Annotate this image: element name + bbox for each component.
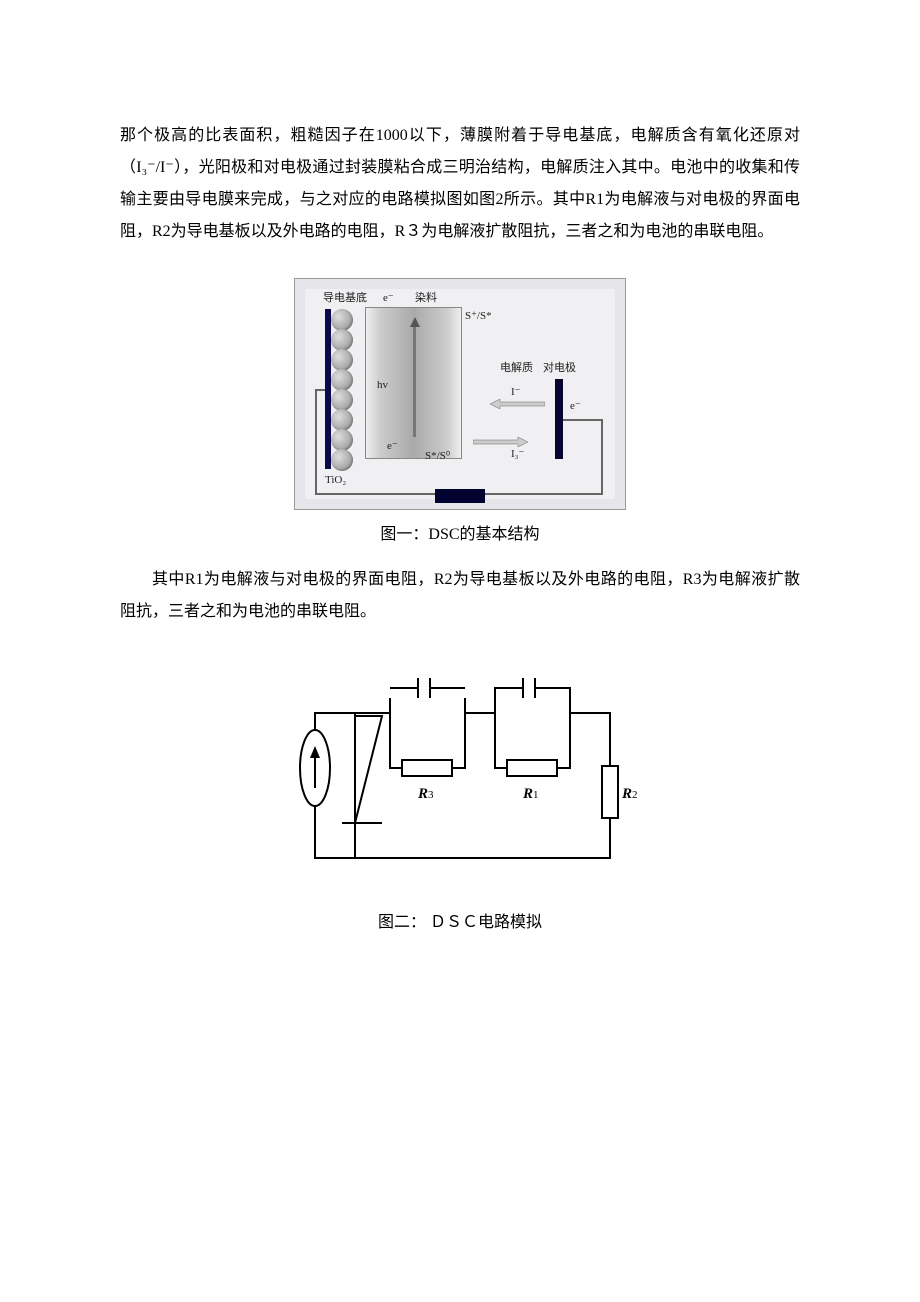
label-e-minus-top: e⁻ xyxy=(383,291,394,304)
label-e-minus-bottom: e⁻ xyxy=(387,439,398,452)
label-tio2: TiO₂ xyxy=(325,474,346,486)
label-redox-bottom: S*/S⁰ xyxy=(425,449,450,462)
tio2-ball xyxy=(331,449,353,471)
paragraph-1: 那个极高的比表面积，粗糙因子在1000以下，薄膜附着于导电基底，电解质含有氧化还… xyxy=(120,120,800,248)
label-electrolyte: 电解质 xyxy=(500,359,533,375)
excitation-arrow-head-icon xyxy=(410,317,420,327)
label-counter-electrode: 对电极 xyxy=(543,359,576,375)
tio2-ball xyxy=(331,349,353,371)
figure-2-caption: 图二： ＤＳＣ电路模拟 xyxy=(120,908,800,932)
tio2-ball xyxy=(331,369,353,391)
tio2-ball xyxy=(331,329,353,351)
paragraph-2: 其中R1为电解液与对电极的界面电阻，R2为导电基板以及外电路的电阻，R3为电解液… xyxy=(120,564,800,628)
label-dye: 染料 xyxy=(415,289,437,305)
wire-segment xyxy=(315,493,435,495)
wire-segment xyxy=(563,419,603,421)
circuit-svg-icon xyxy=(280,658,640,898)
label-e-minus-cathode: e⁻ xyxy=(570,399,581,412)
tio2-ball xyxy=(331,389,353,411)
external-load-icon xyxy=(435,489,485,503)
label-r3: R3 xyxy=(418,786,434,803)
tio2-ball xyxy=(331,429,353,451)
i-minus-arrow-icon xyxy=(490,399,545,409)
label-redox-top: S⁺/S* xyxy=(465,309,492,322)
label-conductive-substrate: 导电基底 xyxy=(323,289,367,305)
figure-1-block: 导电基底 e⁻ 染料 S⁺/S* hv 电解质 对电极 xyxy=(120,278,800,544)
label-i-minus: I⁻ xyxy=(511,385,520,398)
excitation-arrow-stem-icon xyxy=(413,327,416,437)
label-hv: hv xyxy=(377,379,388,391)
figure-1-caption: 图一：DSC的基本结构 xyxy=(120,520,800,544)
figure-2-circuit-diagram: R3 R1 R2 xyxy=(280,658,640,898)
wire-segment xyxy=(601,419,603,495)
tio2-particles xyxy=(331,309,353,469)
figure-1-dsc-structure: 导电基底 e⁻ 染料 S⁺/S* hv 电解质 对电极 xyxy=(294,278,626,510)
label-r2: R2 xyxy=(622,786,638,803)
document-page: 那个极高的比表面积，粗糙因子在1000以下，薄膜附着于导电基底，电解质含有氧化还… xyxy=(0,0,920,1012)
label-i3-minus: I₃⁻ xyxy=(511,447,524,460)
tio2-ball xyxy=(331,309,353,331)
tio2-ball xyxy=(331,409,353,431)
wire-segment xyxy=(315,389,317,495)
counter-electrode-bar xyxy=(555,379,563,459)
figure-2-block: R3 R1 R2 图二： ＤＳＣ电路模拟 xyxy=(120,658,800,932)
i3-minus-arrow-icon xyxy=(473,437,528,447)
label-r1: R1 xyxy=(523,786,539,803)
wire-segment xyxy=(485,493,603,495)
